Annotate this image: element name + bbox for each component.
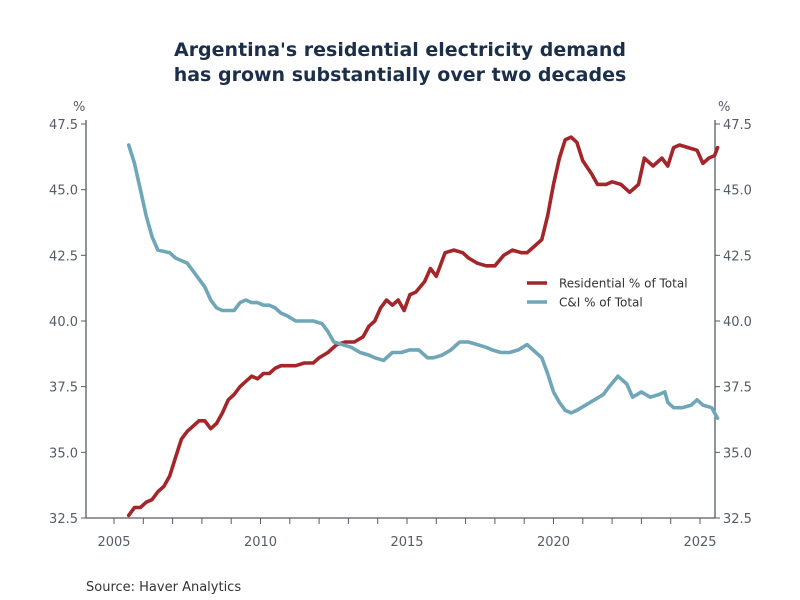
left-y-tick-label: 35.0: [49, 446, 78, 461]
right-y-tick-label: 47.5: [723, 118, 752, 133]
left-axis-unit-label: %: [73, 100, 85, 115]
axes: 32.5 32.5 35.0 35.0 37.5 37.5 40.0 40.0 42.5 42.5…: [49, 118, 752, 550]
source-note: Source: Haver Analytics: [86, 580, 242, 595]
left-y-tick-label: 37.5: [49, 381, 78, 396]
chart-title-line-1: Argentina's residential electricity dema…: [173, 39, 626, 61]
right-axis-unit-label: %: [718, 100, 730, 115]
x-tick-label: 2005: [97, 535, 130, 550]
x-tick-label: 2015: [390, 535, 423, 550]
right-y-tick-label: 37.5: [723, 381, 752, 396]
x-tick-label: 2010: [244, 535, 277, 550]
residential-series-line: [126, 135, 720, 518]
left-y-tick-label: 45.0: [49, 184, 78, 199]
ci-series-line: [126, 143, 720, 420]
legend: Residential % of Total C&I % of Total: [527, 277, 688, 310]
x-tick-label: 2020: [537, 535, 570, 550]
right-y-tick-label: 35.0: [723, 446, 752, 461]
left-y-tick-label: 40.0: [49, 315, 78, 330]
left-y-tick-label: 47.5: [49, 118, 78, 133]
right-y-tick-label: 32.5: [723, 512, 752, 527]
series-lines: [126, 135, 720, 518]
right-y-tick-label: 45.0: [723, 184, 752, 199]
legend-label-residential: Residential % of Total: [559, 277, 688, 291]
left-y-tick-label: 32.5: [49, 512, 78, 527]
x-tick-label: 2025: [683, 535, 716, 550]
legend-label-ci: C&I % of Total: [559, 296, 643, 310]
chart-title: Argentina's residential electricity dema…: [0, 38, 800, 88]
left-y-tick-label: 42.5: [49, 249, 78, 264]
right-y-tick-label: 42.5: [723, 249, 752, 264]
right-y-tick-label: 40.0: [723, 315, 752, 330]
chart-title-line-2: has grown substantially over two decades: [173, 64, 627, 86]
